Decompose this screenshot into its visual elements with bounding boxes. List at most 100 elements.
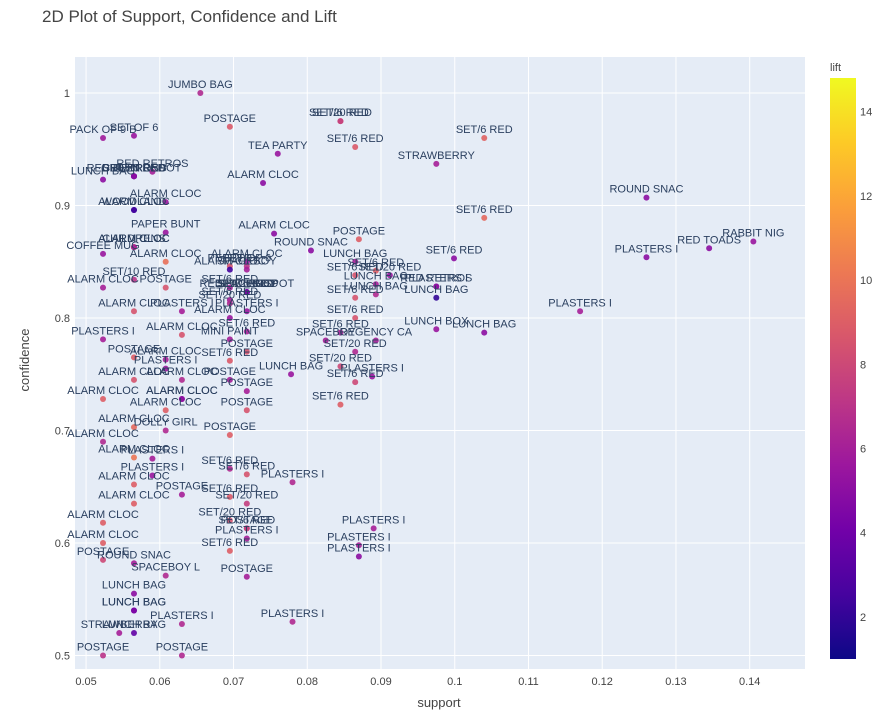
point-label: SET/6 RED [312, 391, 369, 403]
colorbar-ticks: 2 4 6 8 10 12 14 [860, 107, 872, 624]
data-point [130, 424, 137, 431]
data-point [178, 376, 185, 383]
point-label: STRAWBERRY [398, 150, 476, 162]
point-label: ROUND SNAC [609, 184, 683, 196]
data-point [355, 553, 362, 560]
data-point [352, 294, 359, 301]
point-label: ALARM CLOC [98, 233, 170, 245]
data-point [289, 618, 296, 625]
point-label: SET/20 RED [198, 289, 261, 301]
data-point [100, 176, 107, 183]
point-label: PLASTERS I [121, 462, 185, 474]
point-label: LUNCH BAG [344, 270, 408, 282]
data-point [243, 500, 250, 507]
point-label: POSTAGE [221, 338, 273, 350]
data-point [337, 363, 344, 370]
point-label: SET/20 RED [198, 507, 261, 519]
point-label: POSTAGE [204, 366, 256, 378]
point-label: ALARM CLOC [67, 428, 139, 440]
point-label: POSTAGE [221, 396, 273, 408]
data-point [130, 207, 137, 213]
point-label: LUNCH BAG [102, 580, 166, 592]
point-label: POSTAGE [77, 642, 129, 654]
point-label: POSTAGE [140, 274, 192, 286]
point-label: MINI PAINT [201, 325, 259, 337]
point-label: SET OF 6 [222, 252, 271, 264]
point-label: PAPER BUNT [131, 219, 201, 231]
point-label: ALARM CLOC [130, 188, 202, 200]
data-point [130, 173, 137, 180]
data-point [162, 407, 169, 414]
point-label: SET/20 RED [324, 338, 387, 350]
data-point [243, 525, 250, 532]
point-label: SET/20 RED [215, 278, 278, 290]
data-point [352, 258, 359, 265]
data-point [337, 401, 344, 408]
data-point [288, 371, 295, 378]
point-label: SET/6 RED [456, 204, 513, 216]
colorbar-tick-label: 10 [860, 275, 872, 287]
point-label: POSTAGE [156, 481, 208, 493]
data-point [352, 144, 359, 150]
data-point [226, 517, 233, 524]
point-label: POSTAGE [108, 343, 160, 355]
data-point [352, 348, 359, 355]
point-label: ALARM CLOC [130, 396, 202, 408]
point-label: SET/6 RED [456, 124, 513, 136]
x-ticks: 0.05 0.06 0.07 0.08 0.09 0.1 0.11 0.12 0.13 0.14 [75, 676, 760, 688]
data-point [100, 652, 107, 659]
data-point [226, 300, 233, 307]
data-point [307, 247, 314, 254]
point-label: ALARM CLOC [146, 366, 218, 378]
point-label: CHILDRENS [102, 162, 166, 174]
point-label: RED TOADS [677, 234, 741, 246]
y-tick-label: 0.7 [55, 426, 70, 438]
point-label: PLASTERS I [71, 325, 135, 337]
data-point [226, 266, 233, 273]
point-label: PLASTERS I [150, 297, 214, 309]
data-point [178, 396, 185, 402]
point-label: RED RETROSPOT [87, 162, 182, 174]
point-label: SPACEBOY [296, 327, 356, 339]
point-label: SET/6 RED [312, 107, 369, 119]
data-point [260, 180, 267, 186]
data-points [100, 90, 757, 659]
point-label: SET/6 RED [201, 286, 258, 298]
point-label: ALARM CLOC [67, 509, 139, 521]
point-label: COFFEE MUG [66, 240, 139, 252]
data-point [162, 356, 169, 363]
point-label: PLASTERS I [134, 355, 198, 367]
data-point [226, 315, 233, 321]
data-point [178, 331, 185, 338]
point-label: SET/6 RED [201, 537, 258, 549]
data-point [243, 573, 250, 580]
point-label: SET/6 RED [218, 460, 275, 472]
data-point [433, 294, 440, 301]
data-point [197, 90, 204, 96]
point-label: ROUND SNAC [97, 549, 171, 561]
y-axis-label: confidence [17, 329, 32, 392]
point-label: POSTAGE [77, 546, 129, 558]
point-label: SET/6 RED [327, 304, 384, 316]
point-label: TEA PARTY [248, 140, 308, 152]
data-point [433, 160, 440, 167]
colorbar-title: lift [830, 62, 841, 74]
point-label: PLASTERS I [615, 243, 679, 255]
point-label: ALARM CLOC [98, 471, 170, 483]
data-point [243, 258, 250, 265]
point-label: PLASTERS I [327, 543, 391, 555]
data-point [372, 337, 379, 344]
data-point [226, 123, 233, 130]
point-label: LUNCH BOX [404, 315, 469, 327]
point-label: RED RETROS [400, 273, 472, 285]
y-ticks: 0.5 0.6 0.7 0.8 0.9 1 [55, 88, 70, 663]
data-point [433, 283, 440, 290]
y-tick-label: 0.9 [55, 201, 70, 213]
data-point [130, 276, 137, 283]
data-point [100, 284, 107, 291]
point-label: RABBIT NIG [722, 228, 784, 240]
data-point [178, 621, 185, 627]
data-point [243, 308, 250, 315]
point-label: ALARM CLOC [130, 248, 202, 260]
point-label: REGENCY CA [340, 327, 413, 339]
